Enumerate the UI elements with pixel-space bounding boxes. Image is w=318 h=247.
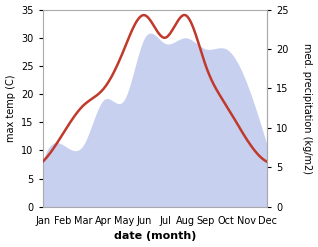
Y-axis label: med. precipitation (kg/m2): med. precipitation (kg/m2) <box>302 43 313 174</box>
X-axis label: date (month): date (month) <box>114 231 196 242</box>
Y-axis label: max temp (C): max temp (C) <box>5 74 16 142</box>
